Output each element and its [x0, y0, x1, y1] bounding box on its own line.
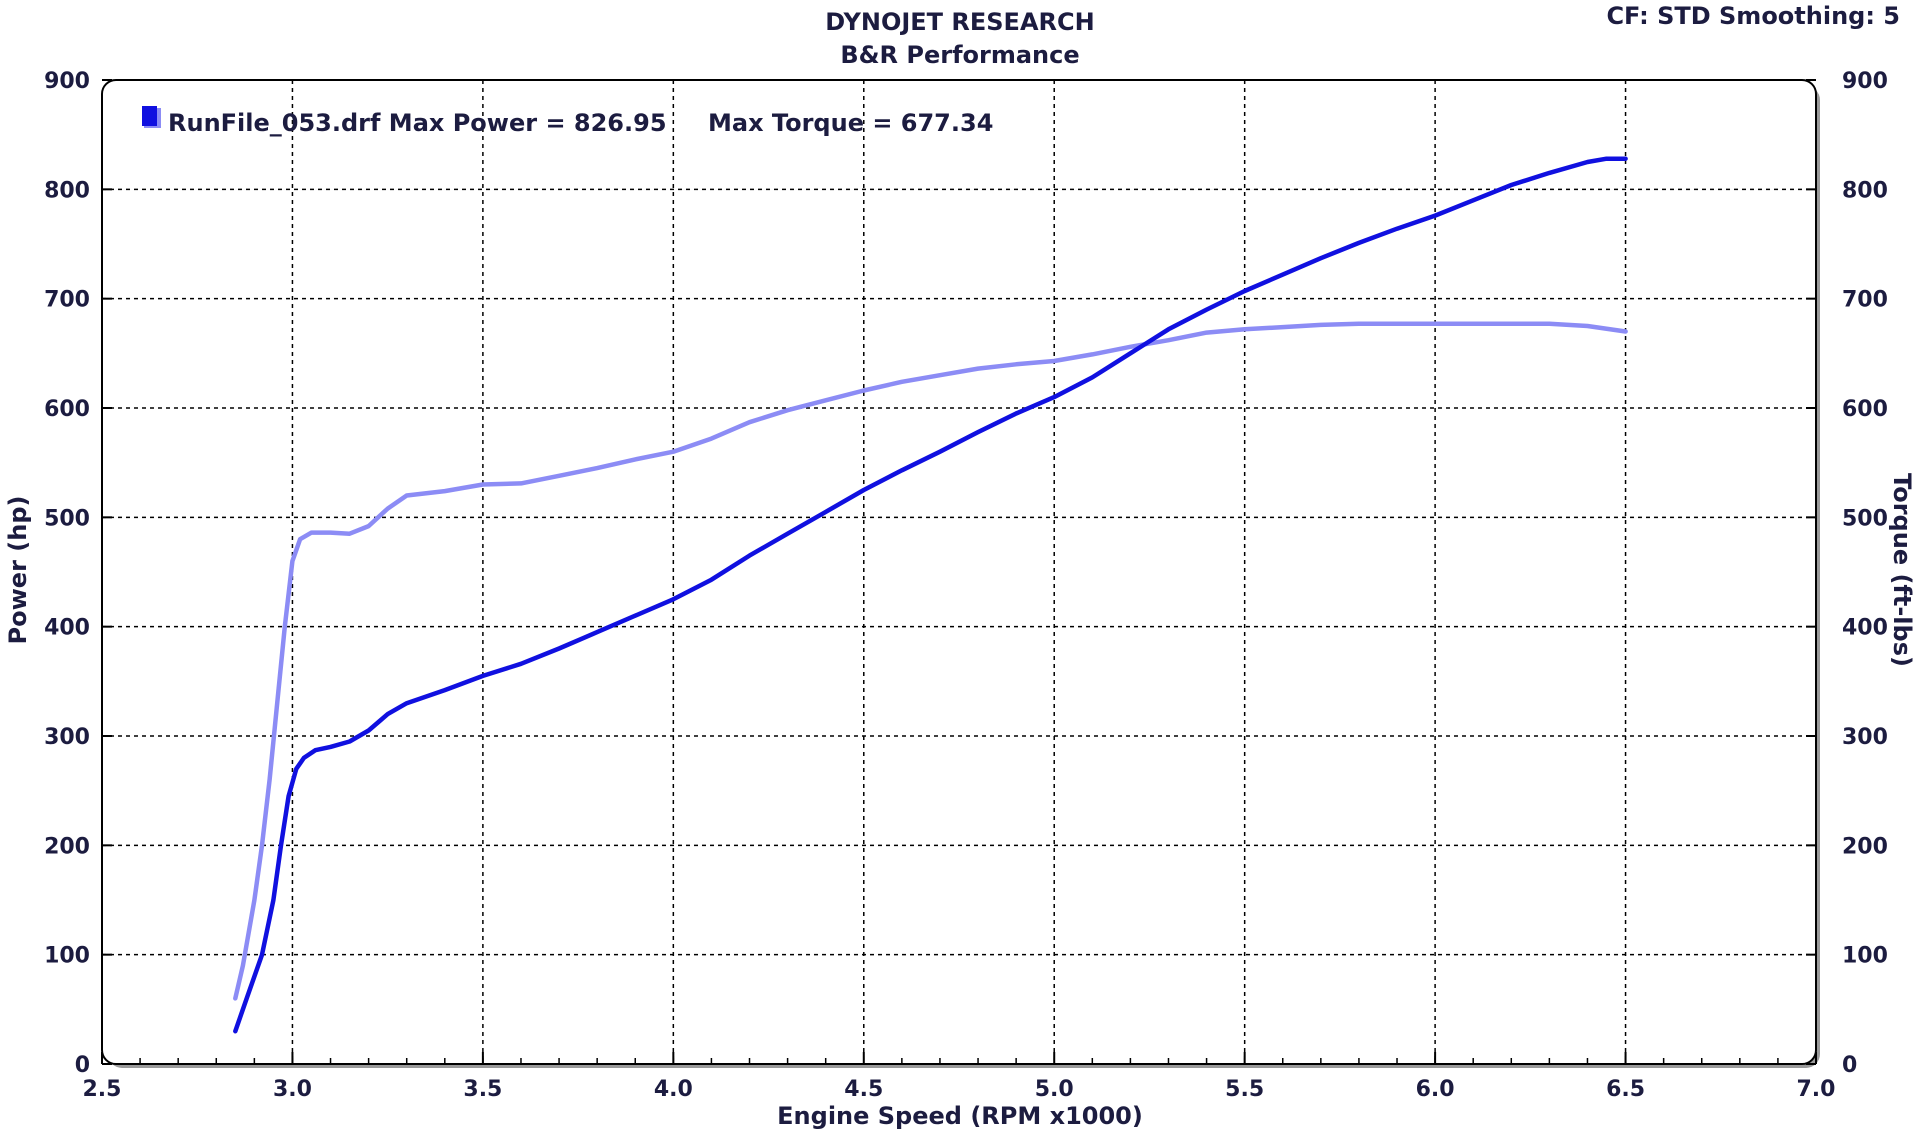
x-tick-label: 4.5	[844, 1077, 883, 1102]
x-tick-label: 2.5	[83, 1077, 122, 1102]
y-tick-label: 0	[75, 1053, 90, 1078]
chart-title-line1: DYNOJET RESEARCH	[825, 8, 1094, 36]
grid-layer	[102, 80, 1816, 1064]
y-tick-labels: 0 100 200 300 400 500 600 700 800 900	[44, 69, 90, 1078]
y2-tick-label: 500	[1842, 506, 1888, 531]
y2-tick-label: 300	[1842, 725, 1888, 750]
plot-frame	[101, 79, 1817, 1065]
y-tick-label: 100	[44, 944, 90, 969]
x-tick-label: 7.0	[1797, 1077, 1836, 1102]
y-axis-label: Power (hp)	[4, 496, 32, 645]
y-tick-label: 800	[44, 178, 90, 203]
y2-tick-label: 800	[1842, 178, 1888, 203]
power-line	[233, 156, 1628, 1034]
x-tick-label: 3.0	[273, 1077, 312, 1102]
y2-tick-label: 100	[1842, 944, 1888, 969]
y-tick-label: 400	[44, 616, 90, 641]
y-tick-label: 600	[44, 397, 90, 422]
legend-entry-torque: Max Torque = 677.34	[708, 109, 993, 137]
torque-line	[233, 321, 1628, 1001]
series-layer	[233, 156, 1628, 1034]
x-tick-label: 4.0	[654, 1077, 693, 1102]
y-tick-label: 300	[44, 725, 90, 750]
y2-tick-labels: 0 100 200 300 400 500 600 700 800 900	[1842, 69, 1888, 1078]
x-tick-label: 6.0	[1416, 1077, 1455, 1102]
chart-settings: CF: STD Smoothing: 5	[1606, 2, 1900, 30]
legend-swatch	[142, 106, 157, 126]
y2-tick-label: 600	[1842, 397, 1888, 422]
x-tick-label: 5.5	[1225, 1077, 1264, 1102]
y2-tick-label: 900	[1842, 69, 1888, 94]
x-tick-labels: 2.5 3.0 3.5 4.0 4.5 5.0 5.5 6.0 6.5 7.0	[83, 1077, 1836, 1102]
y-tick-label: 700	[44, 288, 90, 313]
y2-tick-label: 700	[1842, 288, 1888, 313]
y-tick-label: 900	[44, 69, 90, 94]
y2-tick-label: 400	[1842, 616, 1888, 641]
legend-entry: RunFile_053.drf Max Power = 826.95	[168, 109, 667, 137]
chart-title-line2: B&R Performance	[840, 41, 1079, 69]
y2-axis-label: Torque (ft-lbs)	[1888, 473, 1916, 667]
x-axis-label: Engine Speed (RPM x1000)	[777, 1102, 1143, 1130]
y-tick-label: 500	[44, 506, 90, 531]
x-tick-label: 5.0	[1035, 1077, 1074, 1102]
y2-tick-label: 200	[1842, 834, 1888, 859]
tick-marks	[101, 79, 1817, 1065]
y2-tick-label: 0	[1842, 1053, 1857, 1078]
x-tick-label: 6.5	[1606, 1077, 1645, 1102]
x-tick-label: 3.5	[463, 1077, 502, 1102]
y-tick-label: 200	[44, 834, 90, 859]
